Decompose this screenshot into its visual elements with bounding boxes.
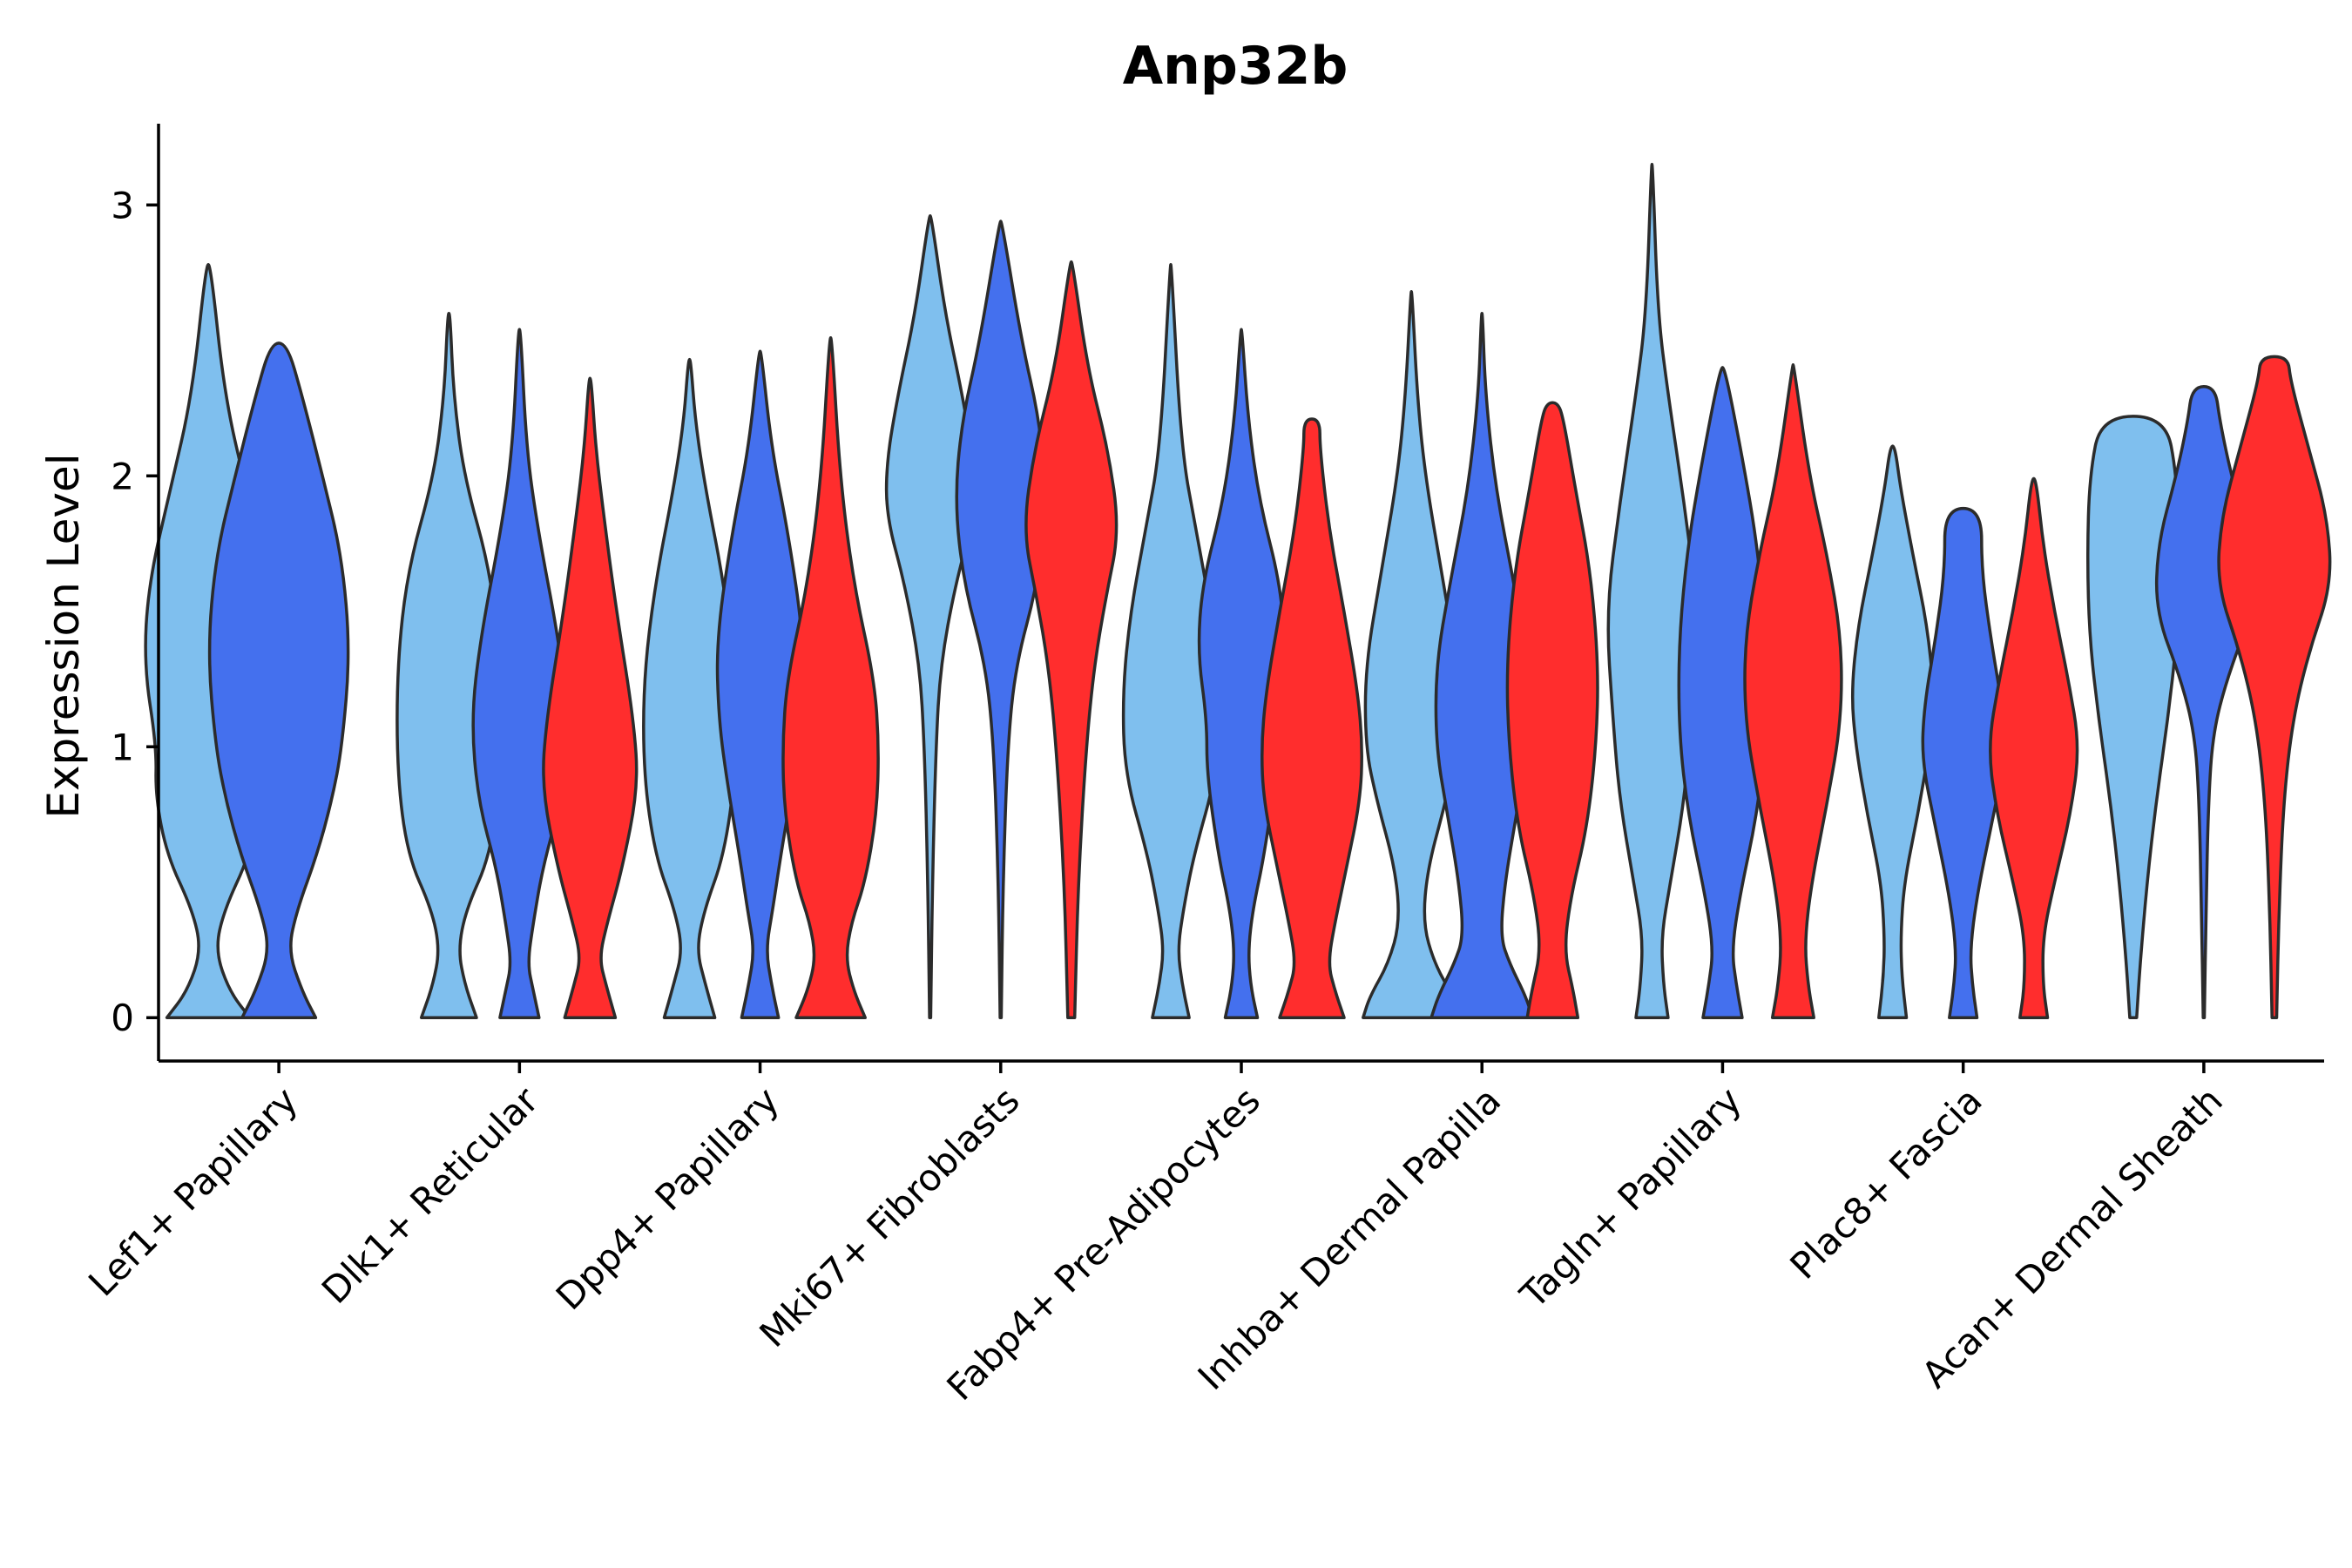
- violin-inhba-dermal-papilla-group-2: [1429, 311, 1535, 1019]
- x-tick-label: Mki67+ Fibroblasts: [751, 1078, 1027, 1355]
- violin-dpp4-papillary-group-1: [642, 357, 738, 1019]
- violin-tagln-papillary-group-3: [1743, 363, 1843, 1019]
- x-tick-label: Plac8+ Fascia: [1781, 1078, 1990, 1287]
- y-tick-label: 0: [111, 997, 134, 1039]
- violin-group: [144, 162, 2332, 1019]
- x-tick-label: Lef1+ Papillary: [80, 1078, 306, 1304]
- violin-mki67-fibroblasts-group-1: [884, 213, 976, 1019]
- violin-dlk1-reticular-group-1: [395, 311, 503, 1019]
- violin-mki67-fibroblasts-group-2: [955, 220, 1047, 1019]
- violin-fabp4-pre-adipocytes-group-3: [1260, 417, 1363, 1019]
- violin-plac8-fascia-group-1: [1850, 444, 1935, 1019]
- violin-lef1-papillary-group-2: [207, 341, 350, 1019]
- violin-dlk1-reticular-group-3: [542, 376, 639, 1019]
- violin-plac8-fascia-group-3: [1989, 476, 2079, 1019]
- violin-tagln-papillary-group-2: [1677, 366, 1768, 1019]
- violin-dlk1-reticular-group-2: [471, 328, 568, 1019]
- x-tick-label: Tagln+ Papillary: [1511, 1078, 1749, 1316]
- x-tick-label: Dlk1+ Reticular: [314, 1078, 547, 1312]
- chart-title: Anp32b: [1123, 36, 1348, 97]
- violin-acan-dermal-sheath-group-1: [2086, 415, 2180, 1019]
- violin-fabp4-pre-adipocytes-group-2: [1197, 328, 1286, 1019]
- y-axis-label: Expression Level: [38, 453, 89, 818]
- y-tick-label: 1: [111, 726, 134, 768]
- y-tick-label: 3: [111, 184, 134, 226]
- violin-tagln-papillary-group-1: [1606, 162, 1698, 1019]
- violin-mki67-fibroblasts-group-3: [1024, 260, 1119, 1019]
- violin-fabp4-pre-adipocytes-group-1: [1121, 262, 1220, 1019]
- violin-dpp4-papillary-group-3: [781, 335, 880, 1019]
- violin-dpp4-papillary-group-2: [715, 349, 805, 1019]
- violin-plac8-fascia-group-2: [1921, 506, 2005, 1019]
- violin-inhba-dermal-papilla-group-3: [1505, 401, 1599, 1019]
- x-tick-label: Dpp4+ Papillary: [548, 1078, 787, 1318]
- violin-inhba-dermal-papilla-group-1: [1362, 290, 1462, 1019]
- y-tick-label: 2: [111, 455, 134, 497]
- violin-acan-dermal-sheath-group-3: [2217, 355, 2332, 1019]
